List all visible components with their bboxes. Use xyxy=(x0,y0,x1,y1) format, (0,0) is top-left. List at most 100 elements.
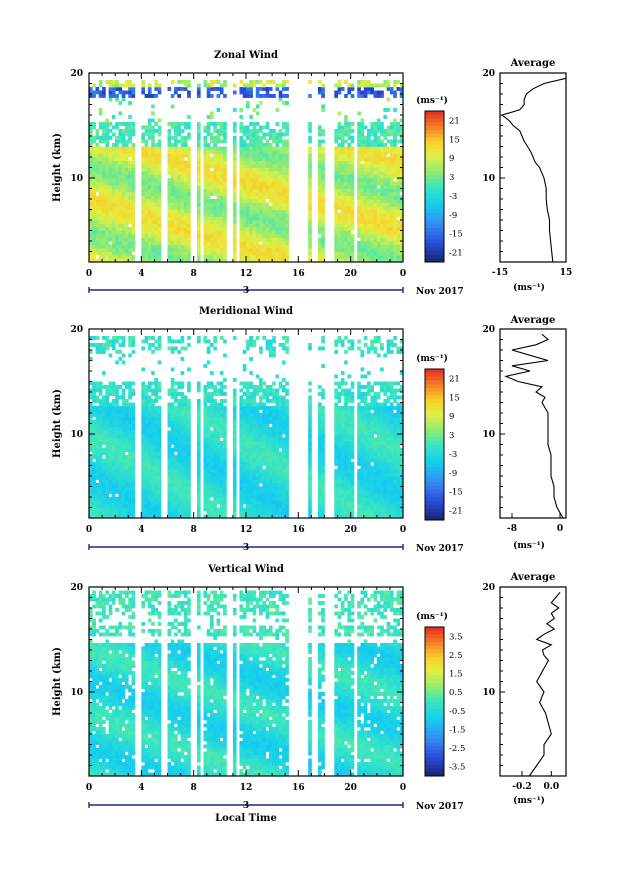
heatmap-cell xyxy=(157,199,162,203)
heatmap-cell xyxy=(151,146,155,151)
heatmap-cell xyxy=(151,255,155,259)
heatmap-cell xyxy=(262,448,267,452)
heatmap-cell xyxy=(334,174,338,179)
heatmap-cell xyxy=(242,139,247,144)
heatmap-cell xyxy=(167,139,172,144)
heatmap-cell xyxy=(259,192,263,196)
heatmap-cell xyxy=(285,251,289,256)
heatmap-cell xyxy=(380,223,384,228)
heatmap-cell xyxy=(216,220,221,224)
heatmap-cell xyxy=(252,164,257,168)
heatmap-cell xyxy=(187,430,191,435)
heatmap-cell xyxy=(265,248,270,252)
heatmap-cell xyxy=(350,241,355,245)
heatmap-cell xyxy=(131,336,136,340)
heatmap-cell xyxy=(252,514,257,519)
heatmap-cell xyxy=(373,192,378,196)
heatmap-cell xyxy=(177,227,181,231)
heatmap-cell xyxy=(105,500,110,505)
heatmap-cell xyxy=(196,185,201,189)
heatmap-cell xyxy=(219,122,224,126)
heatmap-cell xyxy=(151,199,155,203)
heatmap-cell xyxy=(121,83,126,88)
heatmap-cell xyxy=(121,255,126,259)
heatmap-cell xyxy=(259,164,263,168)
heatmap-cell xyxy=(210,258,214,263)
heatmap-cell xyxy=(216,420,221,424)
heatmap-cell xyxy=(380,122,384,126)
heatmap-cell xyxy=(183,434,188,438)
heatmap-cell xyxy=(115,490,119,494)
heatmap-cell xyxy=(167,202,172,207)
heatmap-cell xyxy=(92,202,96,207)
heatmap-cell xyxy=(239,448,244,452)
heatmap-cell xyxy=(259,139,263,144)
date-label: 3 xyxy=(243,286,249,296)
heatmap-cell xyxy=(151,202,155,207)
heatmap-cell xyxy=(141,381,145,386)
heatmap-cell xyxy=(203,241,208,245)
heatmap-cell xyxy=(383,150,388,154)
heatmap-cell xyxy=(144,258,149,263)
heatmap-cell xyxy=(363,150,368,154)
heatmap-cell xyxy=(373,230,378,235)
heatmap-cell xyxy=(239,444,244,449)
heatmap-cell xyxy=(275,167,280,172)
heatmap-cell xyxy=(210,185,214,189)
heatmap-cell xyxy=(170,251,175,256)
heatmap-cell xyxy=(105,486,110,491)
heatmap-cell xyxy=(255,132,260,137)
heatmap-cell xyxy=(360,195,365,200)
heatmap-cell xyxy=(151,118,155,123)
heatmap-cell xyxy=(389,181,394,186)
heatmap-cell xyxy=(383,202,388,207)
heatmap-cell xyxy=(255,423,260,428)
heatmap-cell xyxy=(95,199,100,203)
heatmap-cell xyxy=(262,248,267,252)
heatmap-cell xyxy=(393,234,397,238)
heatmap-cell xyxy=(219,83,224,88)
heatmap-cell xyxy=(262,178,267,182)
heatmap-cell xyxy=(124,500,129,505)
heatmap-cell xyxy=(246,213,250,217)
heatmap-cell xyxy=(216,174,221,179)
heatmap-cell xyxy=(141,465,145,470)
heatmap-cell xyxy=(281,255,286,259)
heatmap-cell xyxy=(272,171,276,175)
heatmap-cell xyxy=(249,167,253,172)
heatmap-cell xyxy=(246,399,250,403)
heatmap-cell xyxy=(95,451,100,456)
heatmap-cell xyxy=(144,514,149,519)
heatmap-cell xyxy=(147,132,152,137)
heatmap-cell xyxy=(393,241,397,245)
heatmap-cell xyxy=(115,150,119,154)
heatmap-cell xyxy=(105,504,110,508)
heatmap-cell xyxy=(344,206,348,210)
heatmap-cell xyxy=(370,258,374,263)
heatmap-cell xyxy=(252,437,257,442)
heatmap-cell xyxy=(281,216,286,221)
heatmap-cell xyxy=(370,255,374,259)
heatmap-cell xyxy=(376,178,381,182)
heatmap-cell xyxy=(167,388,172,393)
heatmap-cell xyxy=(157,153,162,158)
heatmap-cell xyxy=(380,202,384,207)
heatmap-cell xyxy=(262,202,267,207)
heatmap-cell xyxy=(144,188,149,193)
heatmap-cell xyxy=(206,223,211,228)
heatmap-cell xyxy=(252,451,257,456)
heatmap-cell xyxy=(363,213,368,217)
heatmap-cell xyxy=(105,385,110,389)
heatmap-cell xyxy=(373,132,378,137)
heatmap-cell xyxy=(344,94,348,98)
heatmap-cell xyxy=(399,209,404,214)
heatmap-cell xyxy=(278,129,283,133)
heatmap-cell xyxy=(246,234,250,238)
heatmap-cell xyxy=(399,185,404,189)
heatmap-cell xyxy=(183,399,188,403)
heatmap-cell xyxy=(203,469,208,473)
heatmap-cell xyxy=(360,122,365,126)
heatmap-cell xyxy=(144,339,149,344)
heatmap-cell xyxy=(278,153,283,158)
heatmap-cell xyxy=(393,118,397,123)
